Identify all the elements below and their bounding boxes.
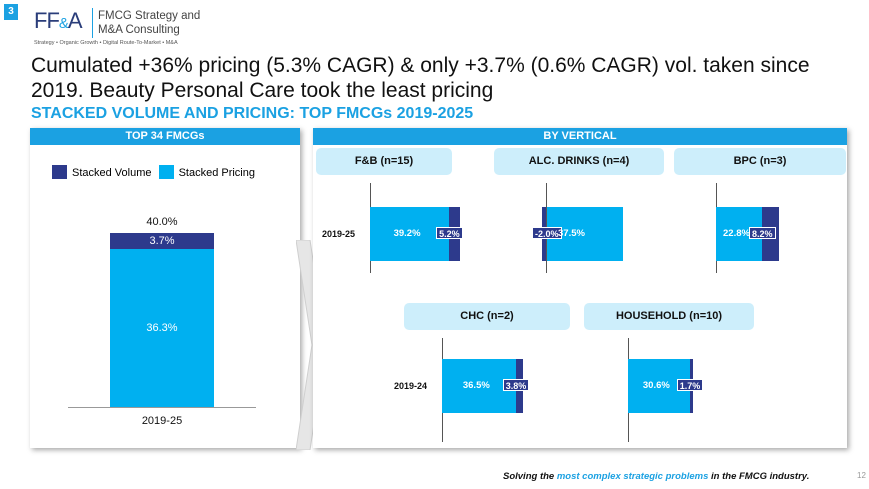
logo-company-name: FMCG Strategy and M&A Consulting — [98, 10, 201, 36]
legend-volume: Stacked Volume — [52, 165, 152, 179]
legend-pricing: Stacked Pricing — [158, 165, 255, 179]
slide-subheadline: STACKED VOLUME AND PRICING: TOP FMCGs 20… — [31, 105, 474, 122]
panel-title-chc-n-2: CHC (n=2) — [404, 303, 570, 330]
by-vertical-header: BY VERTICAL — [313, 128, 847, 145]
data-label-pricing: 36.3% — [146, 322, 178, 334]
logo-tagline: Strategy • Organic Growth • Digital Rout… — [34, 40, 178, 46]
category-label-chc-n-2: 2019-24 — [394, 381, 428, 391]
slide-headline: Cumulated +36% pricing (5.3% CAGR) & onl… — [31, 54, 810, 102]
panel-title-alc-drinks-n-4: ALC. DRINKS (n=4) — [494, 148, 664, 175]
data-label-volume-f-b-n-15: 5.2% — [436, 227, 463, 239]
data-label-volume-alc-drinks-n-4: -2.0% — [532, 227, 562, 239]
footer-tagline: Solving the most complex strategic probl… — [503, 471, 810, 482]
bar-pricing-f-b-n-15 — [370, 207, 450, 261]
by-vertical-panel: BY VERTICAL — [313, 128, 847, 448]
ffa-logo: FF&A FMCG Strategy and M&A Consulting St… — [34, 6, 274, 50]
data-label-pricing-bpc-n-3: 22.8% — [723, 228, 750, 239]
legend-pricing-swatch — [158, 165, 174, 179]
category-label: 2019-25 — [141, 415, 183, 427]
panel-title-f-b-n-15: F&B (n=15) — [316, 148, 452, 175]
bar-segment-volume — [110, 232, 214, 249]
x-axis-line — [68, 407, 256, 408]
data-label-volume-chc-n-2: 3.8% — [502, 379, 530, 391]
data-label-volume-household-n-10: 1.7% — [676, 379, 704, 391]
logo-mark: FF&A — [34, 8, 83, 33]
panel-title-household-n-10: HOUSEHOLD (n=10) — [584, 303, 754, 330]
top-fmcgs-header: TOP 34 FMCGs — [30, 128, 300, 145]
bar-segment-pricing — [110, 249, 214, 407]
data-label-total: 40.0% — [146, 215, 178, 228]
chart-legend: Stacked Volume Stacked Pricing — [52, 165, 259, 179]
logo-divider — [92, 8, 93, 38]
data-label-pricing-chc-n-2: 36.5% — [462, 380, 490, 391]
panel-title-bpc-n-3: BPC (n=3) — [674, 148, 846, 175]
data-label-volume: 3.7% — [149, 234, 175, 247]
legend-volume-swatch — [52, 165, 67, 179]
slide-number: 3 — [4, 4, 18, 20]
data-label-pricing-f-b-n-15: 39.2% — [393, 228, 421, 239]
page-number: 12 — [857, 471, 866, 480]
data-label-pricing-alc-drinks-n-4: 37.5% — [558, 228, 585, 239]
data-label-pricing-household-n-10: 30.6% — [642, 380, 670, 391]
category-label-f-b-n-15: 2019-25 — [322, 229, 356, 239]
data-label-volume-bpc-n-3: 8.2% — [749, 227, 776, 239]
